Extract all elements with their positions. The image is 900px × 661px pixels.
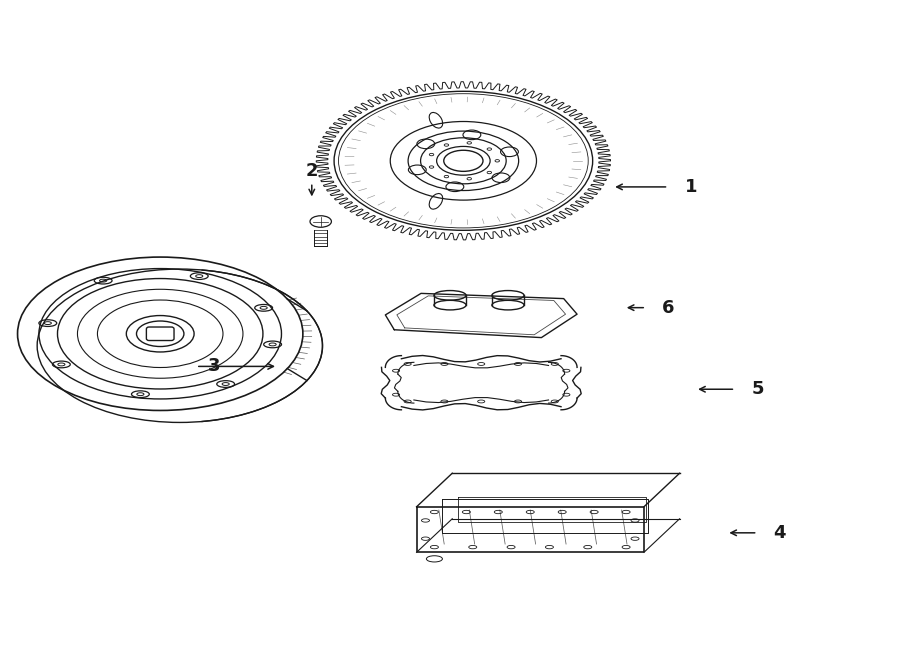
Text: 1: 1 bbox=[685, 178, 697, 196]
Text: 3: 3 bbox=[208, 358, 220, 375]
Text: 2: 2 bbox=[305, 161, 318, 180]
Text: 4: 4 bbox=[774, 524, 787, 542]
Text: 6: 6 bbox=[662, 299, 675, 317]
Text: 5: 5 bbox=[752, 380, 764, 398]
